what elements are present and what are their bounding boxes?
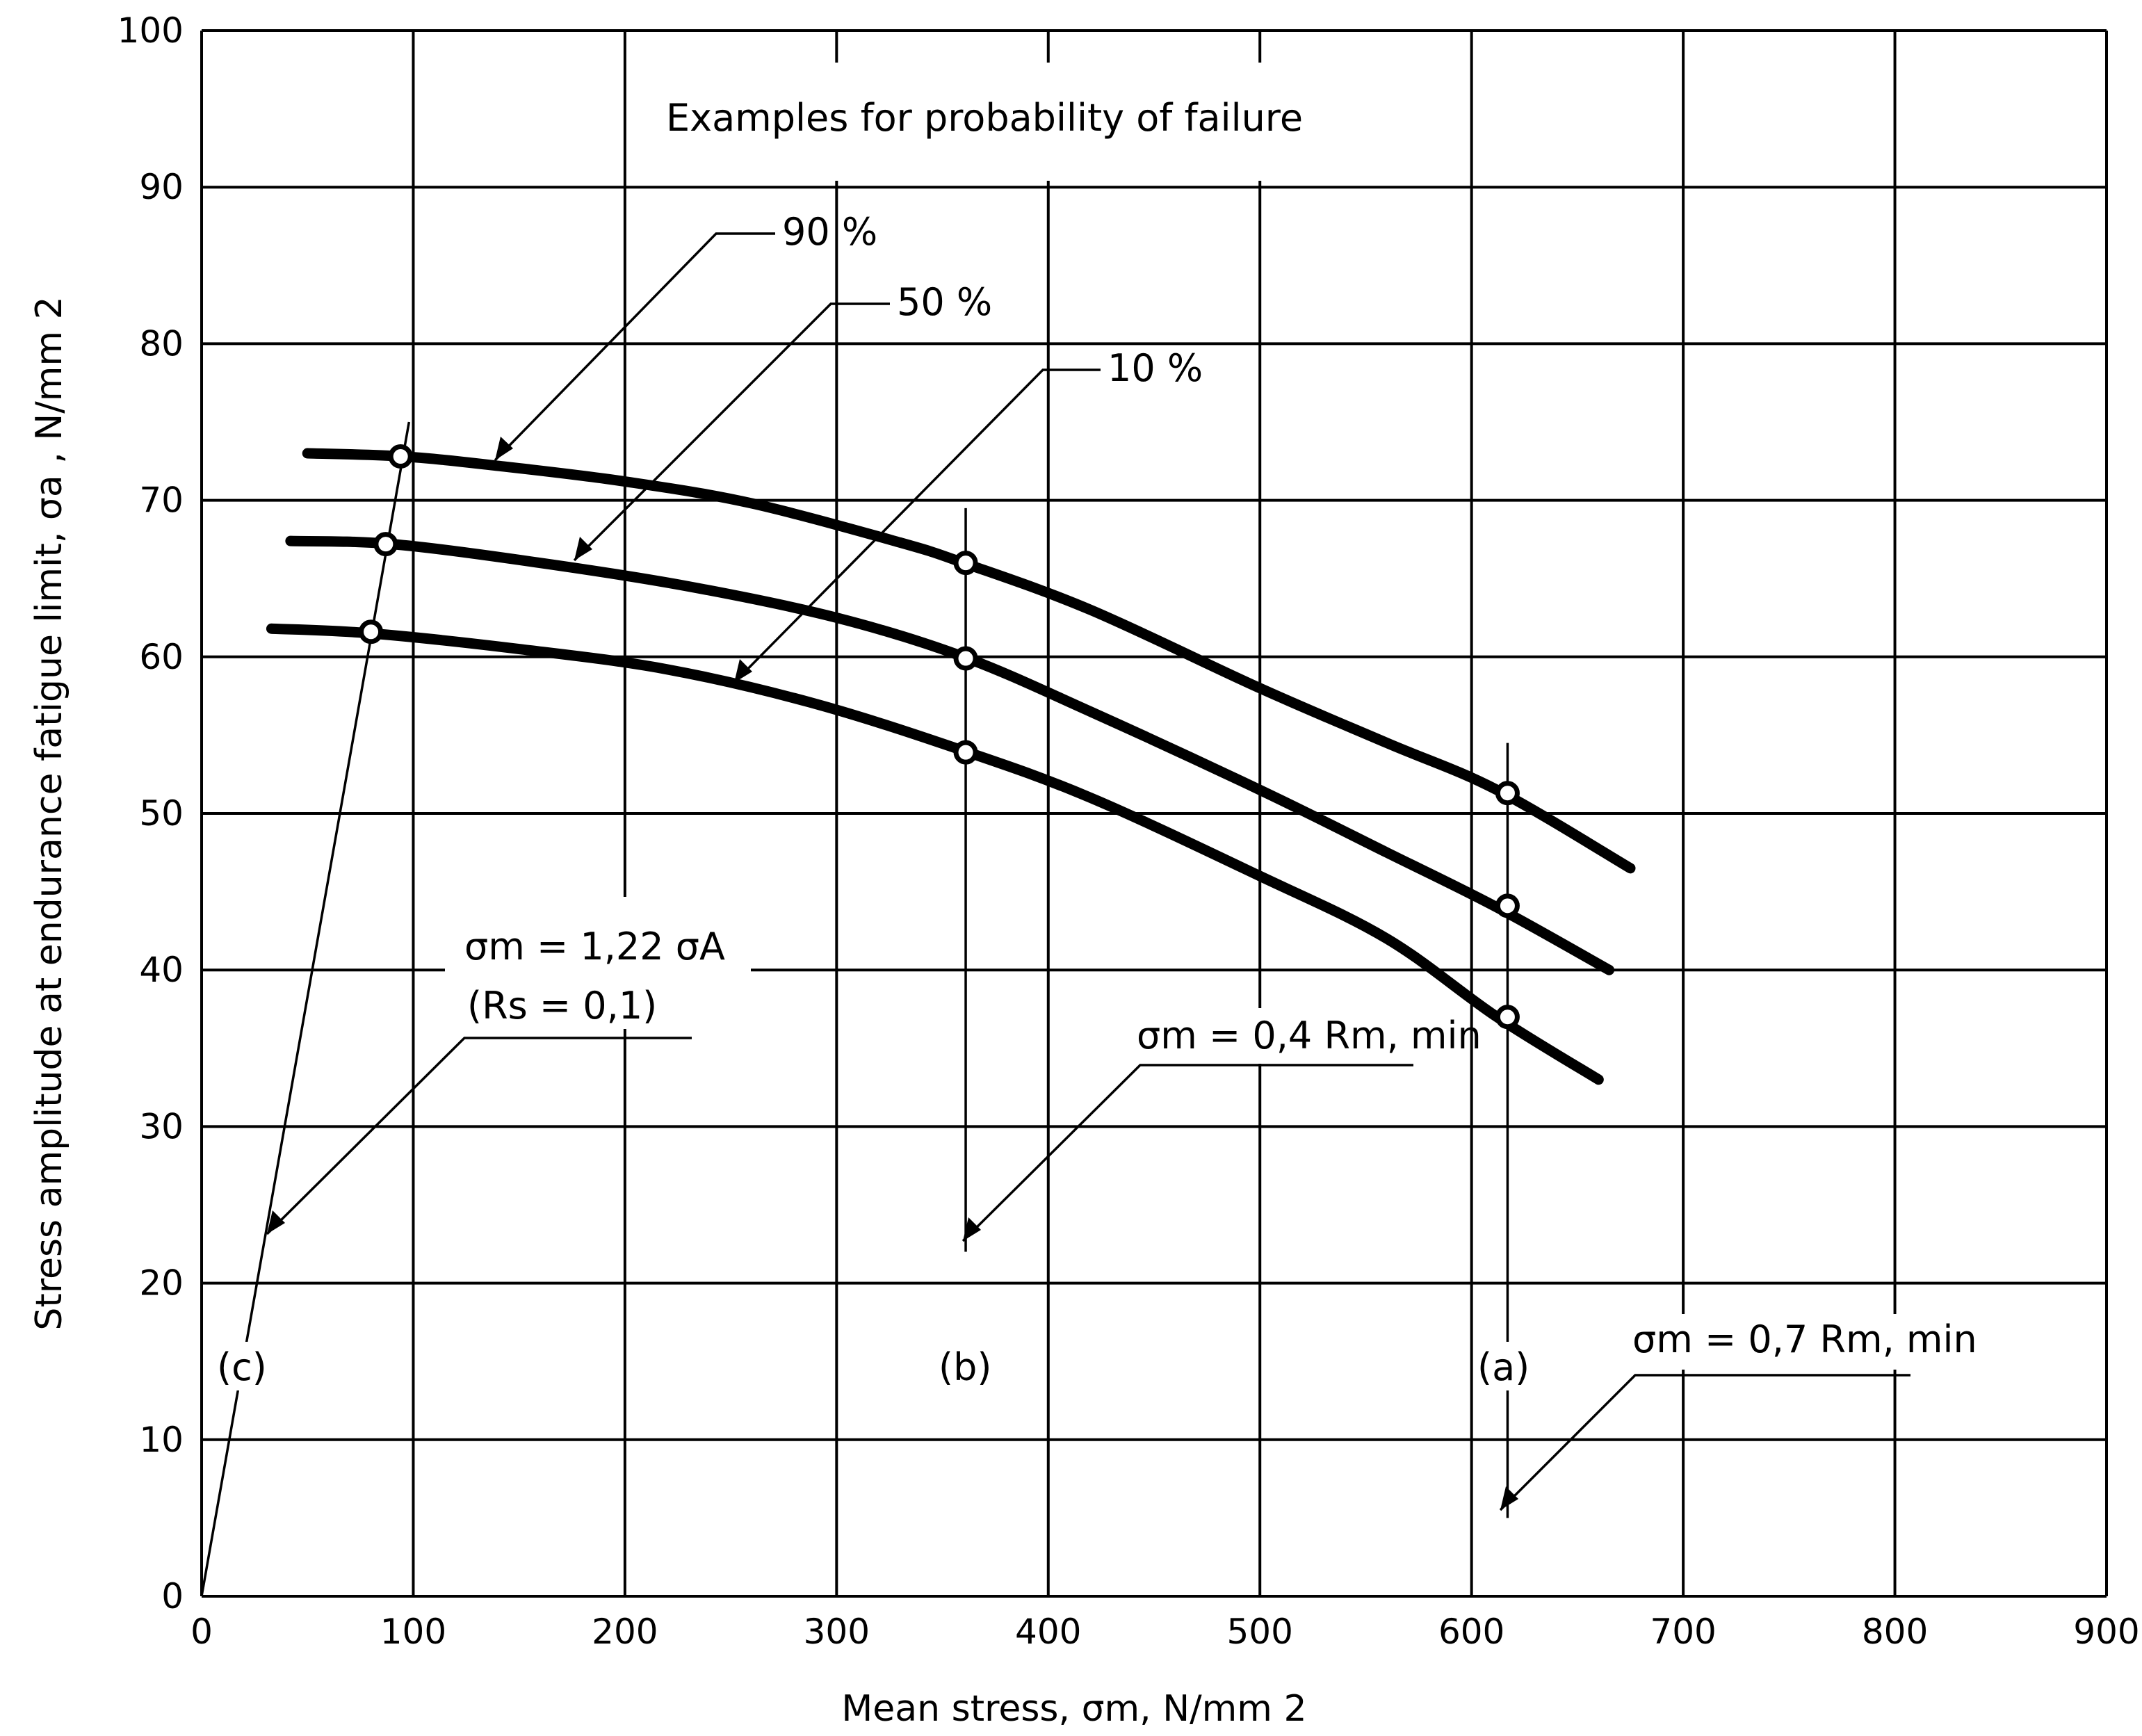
data-point-marker xyxy=(388,444,413,469)
arrowhead-10 xyxy=(734,659,752,683)
leader-10 xyxy=(733,368,1101,684)
arrowhead-50 xyxy=(574,537,592,560)
data-point-marker xyxy=(1495,1005,1520,1030)
a-label-box xyxy=(1475,1342,1538,1390)
label-50-group: 50 % xyxy=(573,280,992,562)
leader-b xyxy=(962,1064,1413,1242)
c-formula: σm = 1,22 σA xyxy=(464,925,725,968)
x-tick-900: 900 xyxy=(2073,1612,2139,1652)
leader-90 xyxy=(494,232,775,462)
x-tick-500: 500 xyxy=(1227,1612,1293,1652)
y-tick-60: 60 xyxy=(139,637,184,677)
y-tick-10: 10 xyxy=(139,1420,184,1460)
x-tick-200: 200 xyxy=(592,1612,658,1652)
curve-90-percent xyxy=(302,448,1636,874)
x-axis-label: Mean stress, σm, N/mm 2 xyxy=(841,1688,1306,1730)
data-point-marker xyxy=(953,551,978,576)
label-50: 50 % xyxy=(897,280,992,324)
x-tick-700: 700 xyxy=(1650,1612,1716,1652)
data-point-marker xyxy=(1495,893,1520,918)
y-tick-20: 20 xyxy=(139,1263,184,1304)
c-label: (c) xyxy=(217,1345,267,1389)
x-tick-800: 800 xyxy=(1862,1612,1928,1652)
data-point-marker xyxy=(1495,781,1520,806)
x-tick-100: 100 xyxy=(380,1612,446,1652)
arrowhead-c xyxy=(267,1210,285,1234)
y-tick-50: 50 xyxy=(139,793,184,834)
b-label: (b) xyxy=(939,1345,991,1389)
arrowhead-b xyxy=(963,1217,981,1241)
markers xyxy=(359,444,1520,1030)
a-label: (a) xyxy=(1477,1345,1530,1389)
y-tick-90: 90 xyxy=(139,167,184,207)
y-tick-labels: 0 10 20 30 40 50 60 70 80 90 100 xyxy=(117,10,184,1616)
y-tick-100: 100 xyxy=(117,10,184,51)
c-condition: (Rs = 0,1) xyxy=(467,984,657,1028)
y-tick-30: 30 xyxy=(139,1106,184,1146)
arrowhead-90 xyxy=(495,437,513,460)
label-10-group: 10 % xyxy=(733,346,1203,684)
y-tick-80: 80 xyxy=(139,323,184,364)
c-annotation-box xyxy=(445,897,751,1029)
x-tick-labels: 0 100 200 300 400 500 600 700 800 900 xyxy=(190,1612,2140,1652)
title-box xyxy=(633,63,1397,181)
data-point-marker xyxy=(953,740,978,765)
grid xyxy=(200,29,2108,1598)
b-annotation-box xyxy=(1133,1008,1425,1064)
a-annotation-box xyxy=(1627,1314,1919,1370)
leader-50 xyxy=(573,302,890,562)
label-10: 10 % xyxy=(1107,346,1203,390)
leader-c xyxy=(266,1037,692,1235)
c-label-box xyxy=(216,1342,271,1390)
x-tick-300: 300 xyxy=(804,1612,870,1652)
a-formula: σm = 0,7 Rm, min xyxy=(1632,1317,1977,1361)
y-axis-label: Stress amplitude at endurance fatigue li… xyxy=(29,296,70,1330)
data-point-marker xyxy=(373,532,398,557)
y-tick-70: 70 xyxy=(139,480,184,521)
data-point-marker xyxy=(953,646,978,671)
label-90: 90 % xyxy=(782,210,877,254)
y-tick-40: 40 xyxy=(139,950,184,990)
x-tick-0: 0 xyxy=(190,1612,213,1652)
leader-a xyxy=(1499,1374,1910,1511)
data-point-marker xyxy=(359,619,384,644)
y-tick-0: 0 xyxy=(161,1576,184,1616)
label-90-group: 90 % xyxy=(494,210,877,462)
chart-title: Examples for probability of failure xyxy=(666,96,1303,140)
x-tick-600: 600 xyxy=(1438,1612,1504,1652)
b-label-box xyxy=(935,1342,998,1390)
b-formula: σm = 0,4 Rm, min xyxy=(1137,1014,1482,1057)
x-tick-400: 400 xyxy=(1015,1612,1081,1652)
ref-line-c xyxy=(200,421,411,1597)
arrowhead-a xyxy=(1500,1486,1518,1510)
